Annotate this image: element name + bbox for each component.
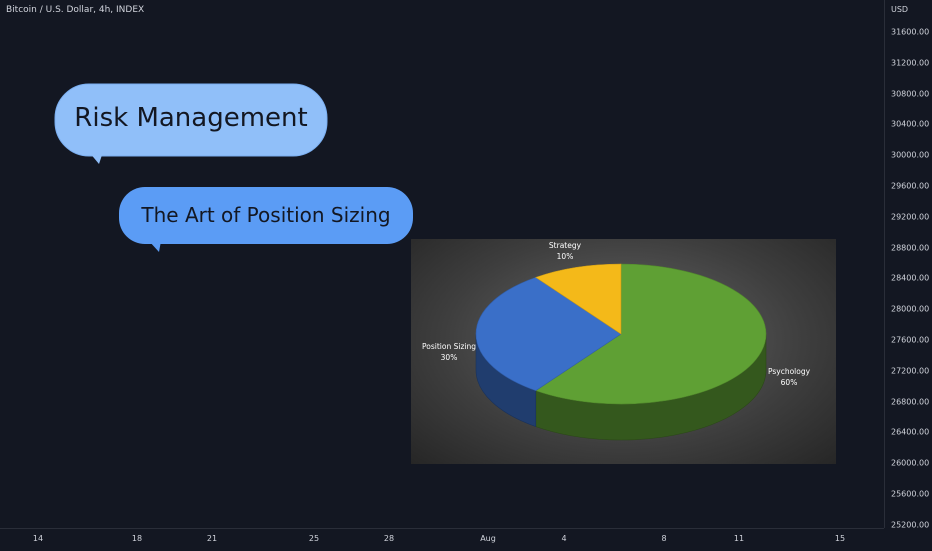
pie-label-value: 60% bbox=[781, 378, 798, 387]
price-tick: 29600.00 bbox=[891, 181, 930, 191]
price-tick: 31600.00 bbox=[891, 27, 930, 37]
price-currency-label: USD bbox=[891, 5, 909, 14]
speech-bubble-shape bbox=[119, 187, 413, 252]
price-tick: 29200.00 bbox=[891, 212, 930, 222]
time-tick: Aug bbox=[480, 534, 496, 543]
price-tick: 25200.00 bbox=[891, 520, 930, 530]
price-tick: 26000.00 bbox=[891, 458, 930, 468]
price-tick: 28400.00 bbox=[891, 273, 930, 283]
price-axis[interactable]: USD 31600.00 31200.00 30800.00 30400.00 3000… bbox=[884, 0, 932, 530]
position-sizing-bubble[interactable]: The Art of Position Sizing bbox=[119, 187, 413, 252]
pie-label-value: 10% bbox=[557, 252, 574, 261]
risk-management-text: Risk Management bbox=[74, 103, 308, 133]
time-axis[interactable]: 14 18 21 25 28 Aug 4 8 11 15 bbox=[0, 528, 884, 551]
price-tick: 30400.00 bbox=[891, 119, 930, 129]
price-tick: 25600.00 bbox=[891, 489, 930, 499]
pie-slice bbox=[535, 263, 767, 405]
time-tick: 15 bbox=[834, 534, 846, 543]
time-tick: 18 bbox=[131, 534, 143, 543]
time-tick: 11 bbox=[733, 534, 745, 543]
pie-chart: Psychology 60% Position Sizing 30% Strategy 1… bbox=[422, 241, 811, 441]
price-tick: 27600.00 bbox=[891, 335, 930, 345]
pie-slice bbox=[475, 277, 622, 391]
position-sizing-text: The Art of Position Sizing bbox=[141, 202, 391, 227]
risk-management-bubble[interactable]: Risk Management bbox=[54, 83, 328, 164]
time-tick: 14 bbox=[32, 534, 44, 543]
time-tick: 8 bbox=[661, 534, 667, 543]
pie-label-value: 30% bbox=[441, 353, 458, 362]
pie-label-name: Position Sizing bbox=[422, 342, 476, 351]
price-tick: 31200.00 bbox=[891, 58, 930, 68]
time-tick: 4 bbox=[561, 534, 567, 543]
pie-label-name: Strategy bbox=[549, 241, 582, 250]
time-tick: 28 bbox=[383, 534, 395, 543]
time-tick: 25 bbox=[308, 534, 320, 543]
speech-bubble-shape bbox=[54, 83, 328, 164]
pie-slice bbox=[535, 263, 622, 335]
symbol-title[interactable]: Bitcoin / U.S. Dollar, 4h, INDEX bbox=[6, 5, 145, 15]
pie-chart-image[interactable]: Psychology 60% Position Sizing 30% Strategy 1… bbox=[411, 239, 836, 464]
time-tick: 21 bbox=[206, 534, 218, 543]
price-tick: 30800.00 bbox=[891, 89, 930, 99]
price-tick: 28800.00 bbox=[891, 243, 930, 253]
price-tick: 27200.00 bbox=[891, 366, 930, 376]
price-tick: 26800.00 bbox=[891, 397, 930, 407]
price-tick: 26400.00 bbox=[891, 427, 930, 437]
price-tick: 28000.00 bbox=[891, 304, 930, 314]
pie-label-name: Psychology bbox=[768, 367, 811, 376]
price-tick: 30000.00 bbox=[891, 150, 930, 160]
